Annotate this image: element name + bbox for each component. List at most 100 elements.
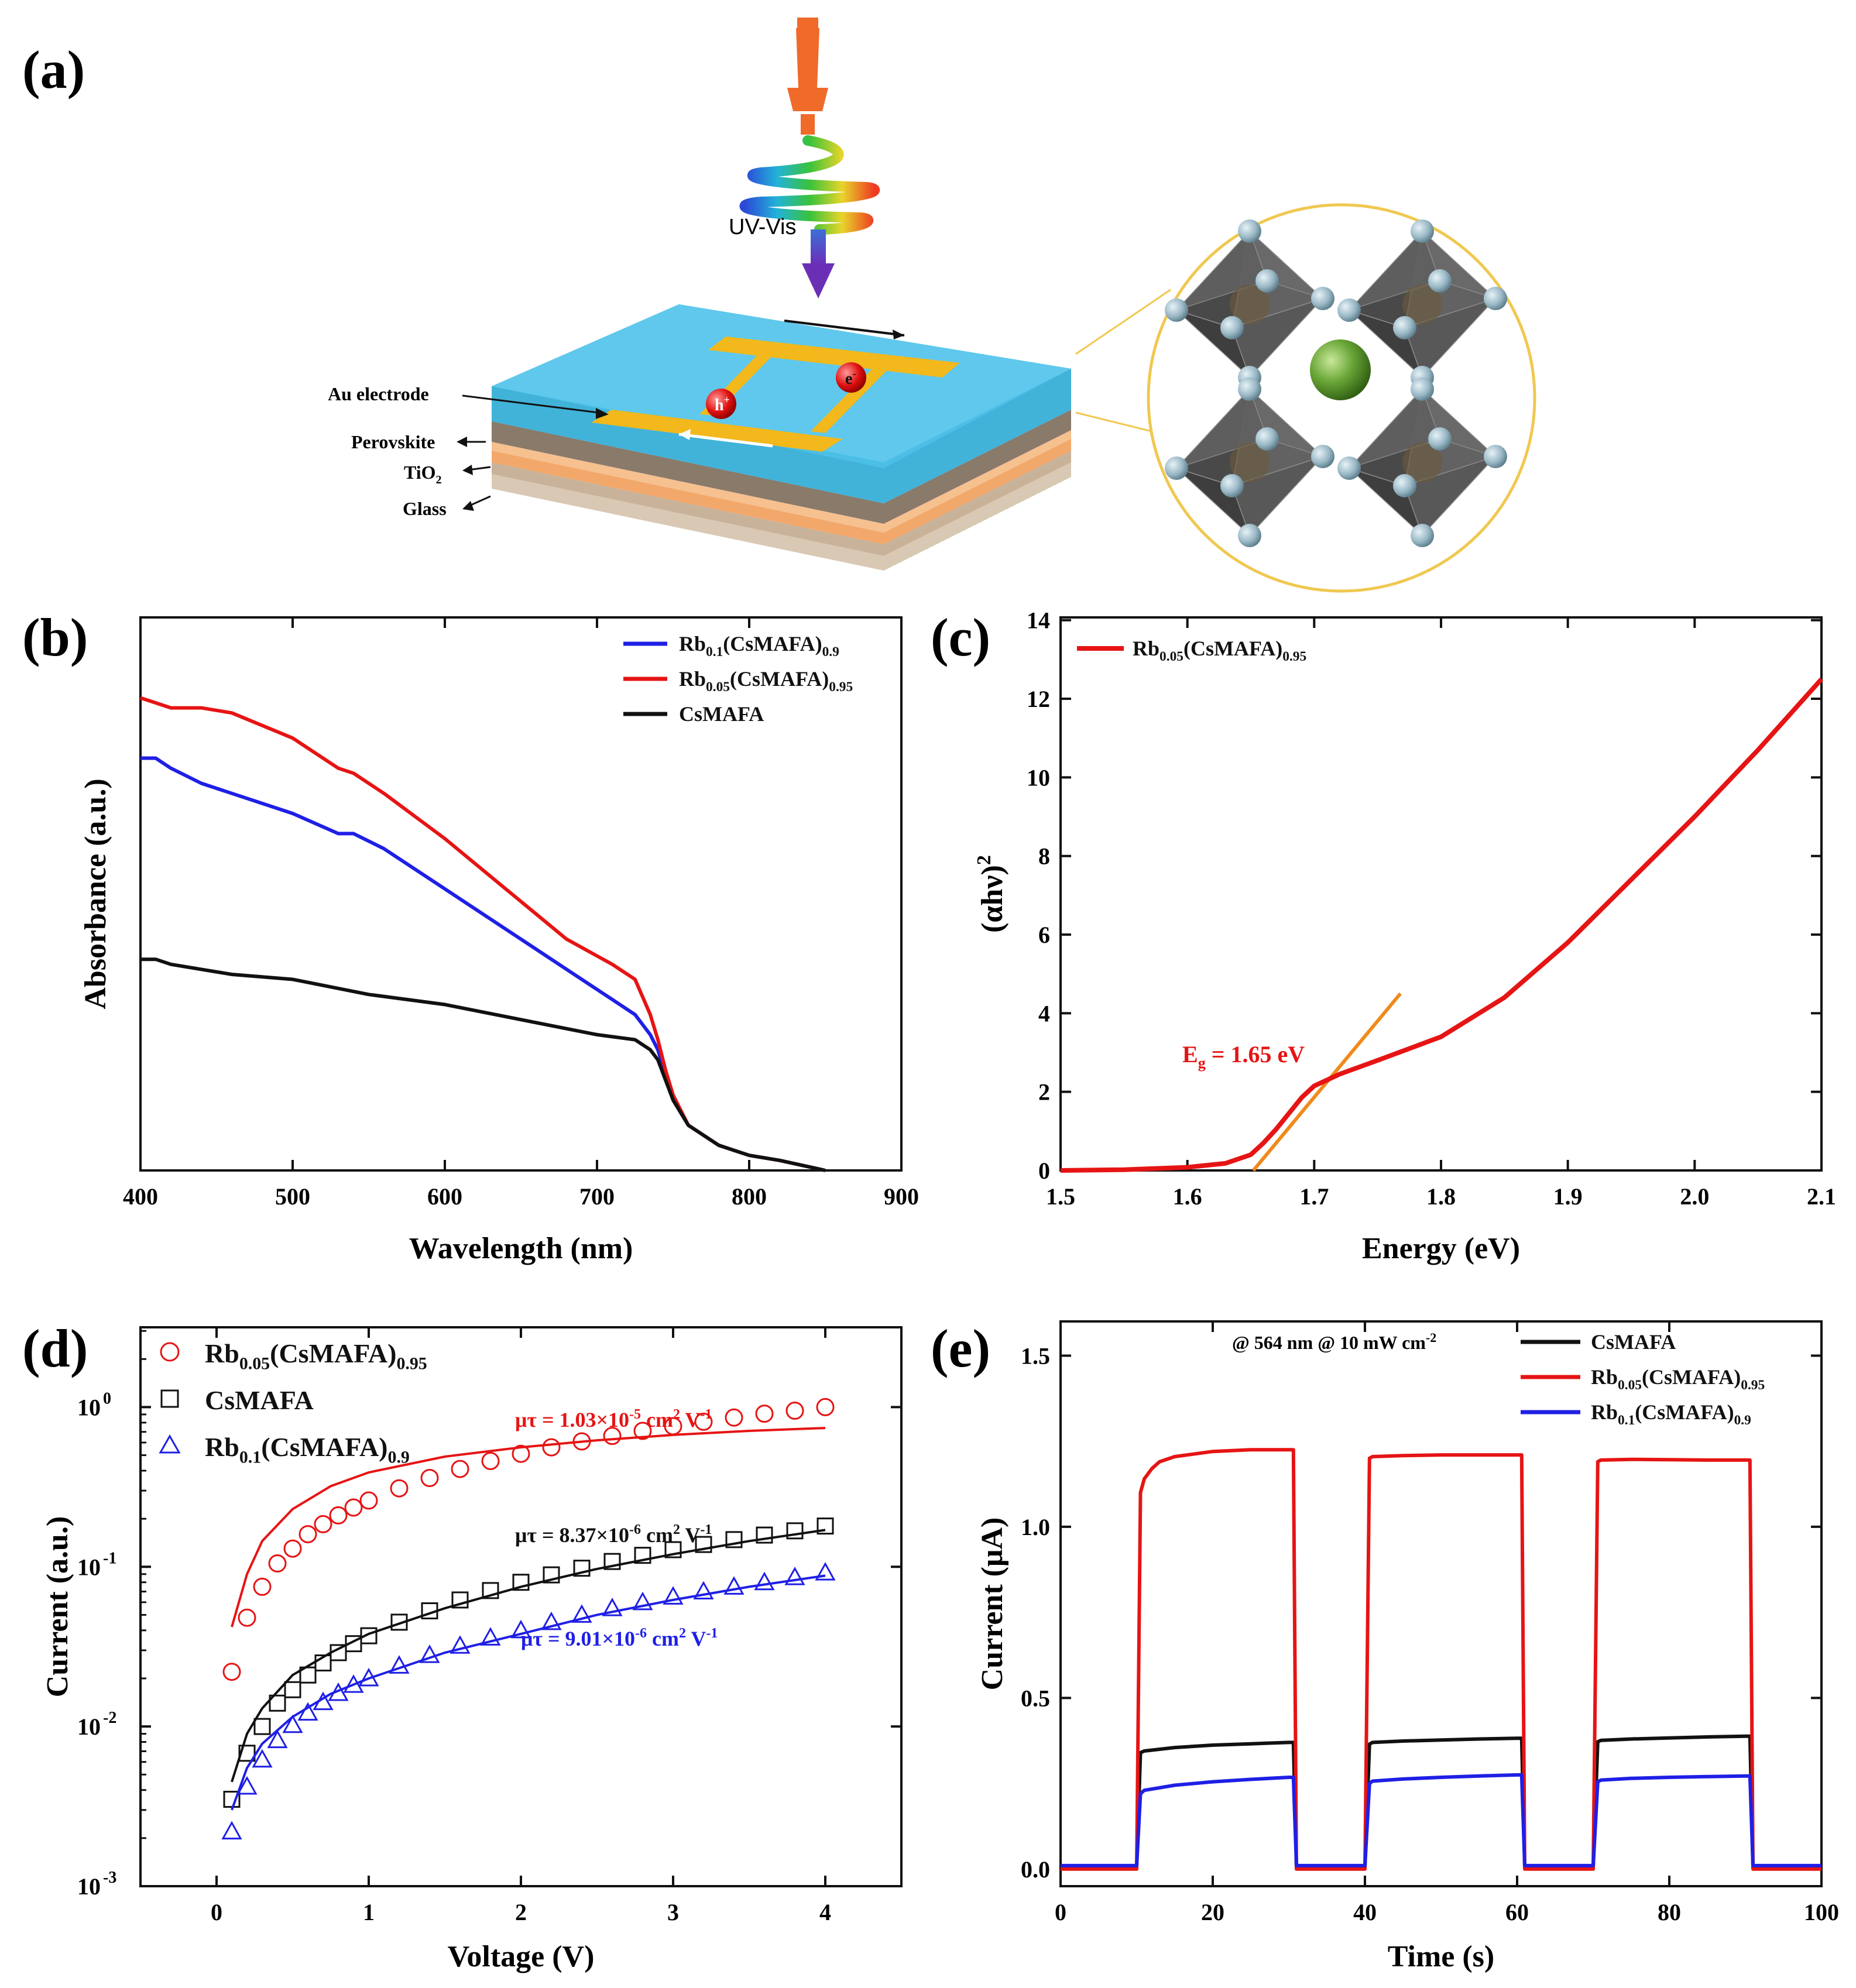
data-point-circle: [572, 1432, 591, 1451]
x-tick-label: 900: [884, 1183, 919, 1210]
data-point-circle: [299, 1525, 317, 1544]
legend-entry: Rb0.05(CsMAFA)0.95: [1591, 1365, 1765, 1393]
y-tick-exponent: -1: [103, 1549, 116, 1567]
y-tick-exponent: -3: [103, 1869, 116, 1887]
data-point-square: [330, 1644, 347, 1661]
y-tick-label: 0.5: [1021, 1685, 1050, 1711]
legend-entry: Rb0.1(CsMAFA)0.9: [679, 632, 839, 660]
data-point-square: [512, 1574, 530, 1591]
electron-carrier-icon: [836, 362, 866, 393]
x-tick-label: 1.9: [1553, 1183, 1583, 1210]
data-point-square: [253, 1718, 271, 1735]
y-axis-label: Current (a.u.): [41, 1516, 74, 1698]
data-point-circle: [344, 1498, 363, 1517]
data-point-square: [451, 1591, 469, 1609]
b-site-cation-icon: [1230, 442, 1270, 482]
y-tick-label: 8: [1038, 843, 1050, 870]
halide-anion-icon: [1238, 524, 1261, 547]
panel-a-device-schematic: (a) UV-Vis: [22, 18, 1536, 593]
data-point-circle: [314, 1515, 332, 1533]
data-point-square: [284, 1681, 301, 1698]
y-axis-label: Current (μA): [976, 1517, 1009, 1691]
data-point-triangle: [252, 1749, 273, 1768]
label-perovskite: Perovskite: [351, 431, 435, 452]
halide-anion-icon: [1220, 474, 1244, 497]
data-point-square: [573, 1560, 591, 1577]
data-point-triangle: [419, 1644, 440, 1663]
bandgap-annotation: Eg = 1.65 eV: [1182, 1041, 1305, 1072]
data-point-triangle: [267, 1729, 288, 1749]
data-point-circle: [222, 1663, 241, 1681]
incident-light-arrow-icon: [802, 229, 835, 298]
x-tick-label: 400: [123, 1183, 158, 1210]
x-tick-label: 500: [275, 1183, 310, 1210]
halide-anion-icon: [1311, 445, 1334, 468]
data-point-square: [603, 1553, 621, 1570]
x-axis-label: Wavelength (nm): [409, 1232, 633, 1265]
device-stack: h+ e-: [492, 304, 1071, 571]
legend-entry: CsMAFA: [1591, 1330, 1676, 1354]
uv-vis-label: UV-Vis: [729, 215, 796, 239]
x-tick-label: 1.5: [1046, 1183, 1075, 1210]
data-point-square: [725, 1531, 743, 1548]
data-point-circle: [664, 1417, 682, 1436]
halide-anion-icon: [1484, 287, 1507, 310]
y-tick-label: 4: [1038, 1000, 1050, 1026]
data-point-triangle: [282, 1714, 303, 1733]
x-tick-label: 1: [363, 1899, 375, 1925]
data-point-triangle: [450, 1635, 471, 1654]
data-point-circle: [268, 1554, 287, 1573]
halide-anion-icon: [1311, 287, 1334, 310]
halide-anion-icon: [1411, 219, 1434, 243]
perovskite-crystal-structure: [1147, 203, 1536, 593]
b-site-cation-icon: [1230, 284, 1270, 324]
data-point-circle: [329, 1506, 348, 1525]
x-tick-label: 4: [819, 1899, 831, 1925]
measurement-condition: @ 564 nm @ 10 mW cm-2: [1232, 1330, 1436, 1353]
data-point-triangle: [723, 1576, 745, 1595]
halide-anion-icon: [1428, 269, 1452, 293]
halide-anion-icon: [1337, 456, 1361, 480]
y-tick-label: 10: [77, 1714, 101, 1740]
fit-curve-2: [231, 1574, 826, 1811]
data-point-circle: [603, 1427, 622, 1445]
label-glass: Glass: [403, 498, 447, 519]
data-point-triangle: [480, 1627, 501, 1646]
data-point-circle: [390, 1479, 409, 1498]
y-tick-label: 2: [1038, 1079, 1050, 1105]
legend-marker: [160, 1342, 180, 1362]
data-point-circle: [283, 1539, 302, 1558]
data-point-circle: [512, 1444, 530, 1463]
y-tick-label: 12: [1027, 686, 1050, 712]
x-tick-label: 2.1: [1807, 1183, 1836, 1210]
halide-anion-icon: [1255, 269, 1279, 293]
y-tick-label: 0.0: [1021, 1856, 1050, 1883]
label-tio2: TiO2: [404, 462, 442, 486]
data-point-square: [314, 1654, 332, 1672]
x-tick-label: 3: [667, 1899, 679, 1925]
series-line-2: [140, 957, 826, 1172]
x-axis-label: Energy (eV): [1362, 1232, 1520, 1265]
x-tick-label: 2: [515, 1899, 527, 1925]
x-tick-label: 1.8: [1426, 1183, 1456, 1210]
data-point-circle: [633, 1422, 652, 1440]
octahedron-face: [1422, 231, 1496, 299]
data-point-triangle: [784, 1567, 805, 1585]
halide-anion-icon: [1255, 427, 1279, 451]
halide-anion-icon: [1238, 219, 1261, 243]
mu-tau-annotation: μτ = 8.37×10-6 cm2 V-1: [515, 1522, 712, 1547]
octahedron-face: [1422, 389, 1496, 457]
panel-e-label: (e): [931, 1319, 990, 1378]
mu-tau-annotation: μτ = 1.03×10-5 cm2 V-1: [515, 1407, 712, 1431]
data-point-triangle: [510, 1619, 531, 1639]
octahedron-face: [1249, 231, 1323, 299]
data-point-square: [756, 1526, 773, 1544]
data-point-circle: [238, 1608, 256, 1627]
light-wave-icon: [739, 135, 880, 235]
x-tick-label: 2.0: [1680, 1183, 1709, 1210]
y-tick-label: 6: [1038, 922, 1050, 948]
octahedron-face: [1404, 455, 1497, 537]
series-line-1: [140, 696, 826, 1172]
data-point-square: [664, 1541, 682, 1558]
